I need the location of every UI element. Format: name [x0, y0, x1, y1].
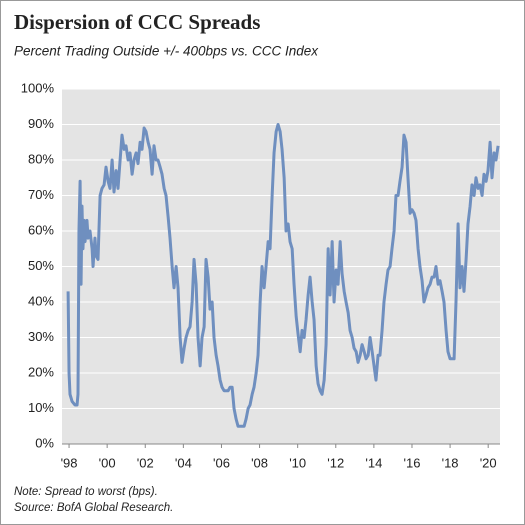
x-tick-label: '20	[480, 455, 497, 470]
data-line	[66, 123, 500, 428]
y-tick-label: 50%	[28, 258, 54, 273]
x-tick-label: '18	[442, 455, 459, 470]
x-tick-label: '98	[61, 455, 78, 470]
y-tick-label: 90%	[28, 116, 54, 131]
x-tick-label: '00	[99, 455, 116, 470]
x-tick-label: '08	[251, 455, 268, 470]
y-tick-label: 0%	[35, 435, 54, 450]
x-tick-label: '10	[289, 455, 306, 470]
x-tick-label: '04	[175, 455, 192, 470]
note: Source: BofA Global Research.	[14, 502, 173, 514]
x-tick-label: '14	[365, 455, 382, 470]
x-tick-label: '06	[213, 455, 230, 470]
chart-subtitle: Percent Trading Outside +/- 400bps vs. C…	[14, 44, 319, 59]
chart-title: Dispersion of CCC Spreads	[14, 10, 260, 34]
y-tick-label: 60%	[28, 222, 54, 237]
y-tick-label: 30%	[28, 329, 54, 344]
note: Note: Spread to worst (bps).	[14, 486, 158, 498]
y-tick-label: 10%	[28, 400, 54, 415]
y-tick-label: 20%	[28, 364, 54, 379]
y-tick-label: 70%	[28, 187, 54, 202]
x-tick-label: '12	[327, 455, 344, 470]
y-tick-label: 100%	[21, 80, 55, 95]
y-tick-label: 80%	[28, 151, 54, 166]
x-tick-label: '02	[137, 455, 154, 470]
x-tick-label: '16	[404, 455, 421, 470]
y-tick-label: 40%	[28, 293, 54, 308]
